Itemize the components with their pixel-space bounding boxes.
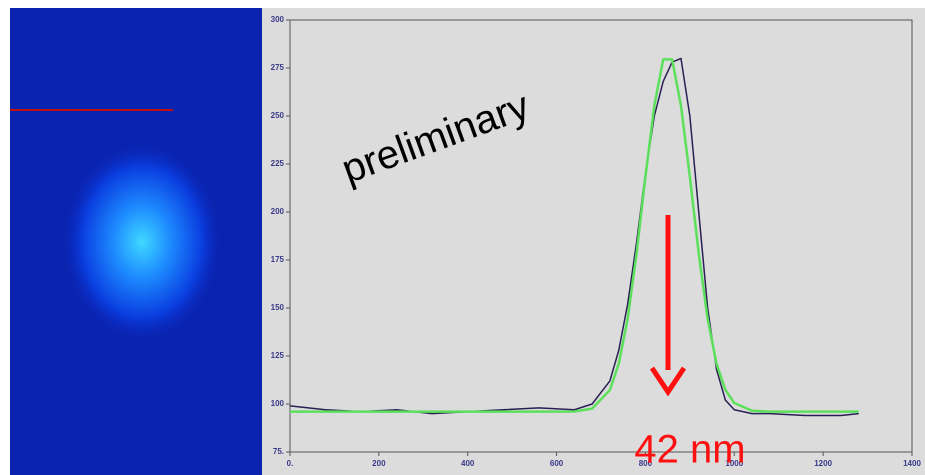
x-tick-label: 600 bbox=[550, 459, 564, 468]
y-tick-label: 125 bbox=[271, 351, 285, 360]
x-tick-label: 400 bbox=[461, 459, 475, 468]
annotation: 42 nm bbox=[634, 428, 745, 472]
chart: 75. 100 125 150 175 200 225 250 275 300 0. 200 400 60… bbox=[0, 0, 925, 475]
y-tick-label: 150 bbox=[271, 303, 285, 312]
beam-spot bbox=[62, 142, 222, 342]
x-tick-label: 1400 bbox=[903, 459, 921, 468]
x-tick-label: 1200 bbox=[814, 459, 832, 468]
y-tick-label: 75. bbox=[273, 447, 284, 456]
x-tick-label: 200 bbox=[372, 459, 386, 468]
y-tick-label: 275 bbox=[271, 63, 285, 72]
y-tick-label: 225 bbox=[271, 159, 285, 168]
y-tick-label: 100 bbox=[271, 399, 285, 408]
y-tick-label: 250 bbox=[271, 111, 285, 120]
x-tick-label: 0. bbox=[287, 459, 294, 468]
y-tick-label: 175 bbox=[271, 255, 285, 264]
y-tick-label: 200 bbox=[271, 207, 285, 216]
y-tick-label: 300 bbox=[271, 15, 285, 24]
plot-panel bbox=[262, 8, 925, 475]
